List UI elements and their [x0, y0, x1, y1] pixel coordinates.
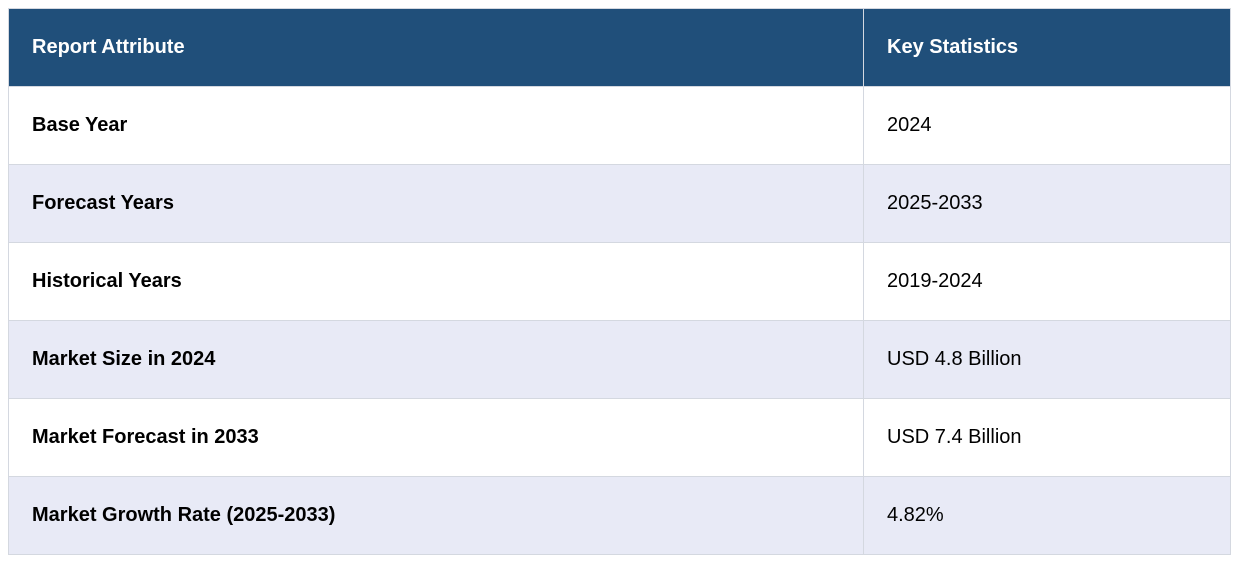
row-value: 2019-2024	[863, 242, 1231, 321]
row-value: 2024	[863, 86, 1231, 165]
row-attribute: Historical Years	[8, 242, 864, 321]
row-value: 4.82%	[863, 476, 1231, 555]
report-stats-table: Report Attribute Key Statistics Base Yea…	[8, 8, 1231, 555]
row-attribute: Market Growth Rate (2025-2033)	[8, 476, 864, 555]
row-attribute: Forecast Years	[8, 164, 864, 243]
table-row: Market Growth Rate (2025-2033) 4.82%	[8, 476, 1231, 555]
row-attribute: Market Size in 2024	[8, 320, 864, 399]
row-value: USD 7.4 Billion	[863, 398, 1231, 477]
table-row: Base Year 2024	[8, 86, 1231, 165]
row-value: 2025-2033	[863, 164, 1231, 243]
header-key-statistics: Key Statistics	[863, 8, 1231, 87]
report-stats-table-container: Report Attribute Key Statistics Base Yea…	[8, 8, 1231, 555]
header-report-attribute: Report Attribute	[8, 8, 864, 87]
table-row: Historical Years 2019-2024	[8, 242, 1231, 321]
table-row: Market Forecast in 2033 USD 7.4 Billion	[8, 398, 1231, 477]
row-attribute: Base Year	[8, 86, 864, 165]
row-attribute: Market Forecast in 2033	[8, 398, 864, 477]
row-value: USD 4.8 Billion	[863, 320, 1231, 399]
table-row: Forecast Years 2025-2033	[8, 164, 1231, 243]
table-row: Market Size in 2024 USD 4.8 Billion	[8, 320, 1231, 399]
table-header-row: Report Attribute Key Statistics	[8, 8, 1231, 87]
